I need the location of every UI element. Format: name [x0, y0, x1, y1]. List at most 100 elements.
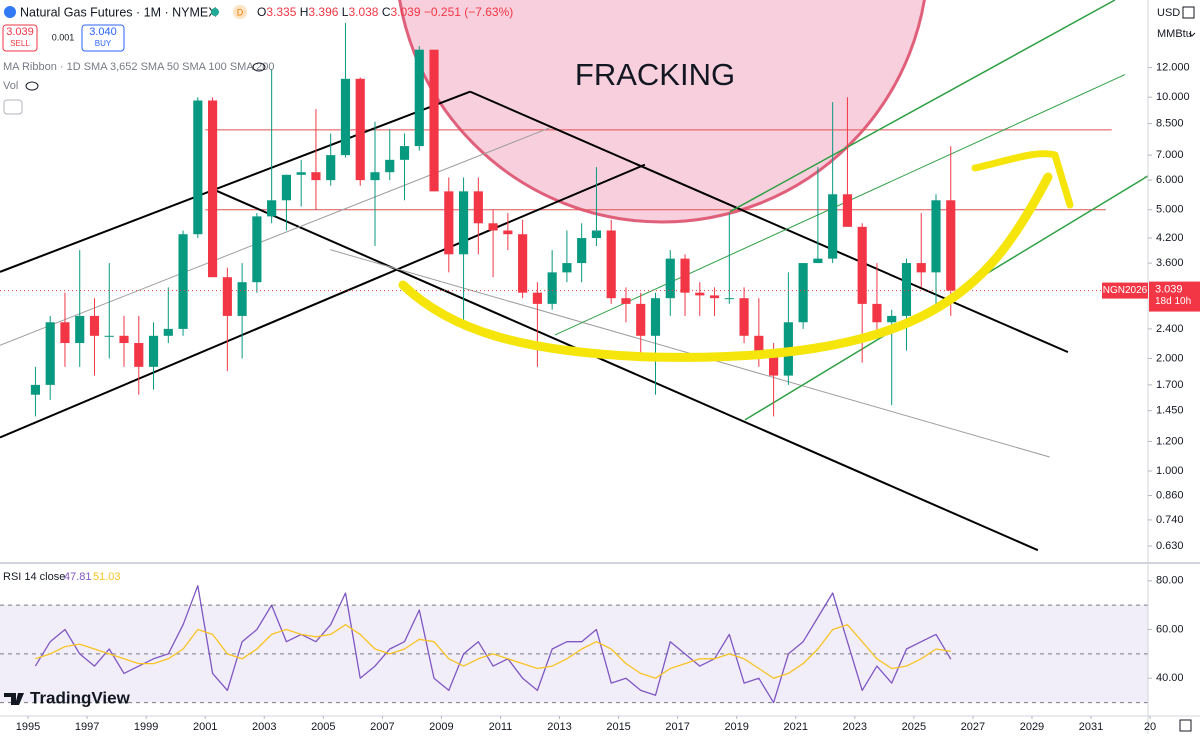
- candle-body: [326, 155, 336, 181]
- candle-body: [532, 292, 542, 304]
- candle-body: [547, 272, 557, 304]
- currency[interactable]: USD: [1157, 7, 1180, 19]
- x-tick-label: 2009: [429, 721, 453, 733]
- candle-body: [872, 303, 882, 323]
- y-tick-label: 1.700: [1156, 379, 1184, 391]
- y-tick-label: 0.860: [1156, 489, 1184, 501]
- trendline: [469, 90, 1069, 354]
- rsi-ma-line: [35, 624, 951, 679]
- y-tick-label: 7.000: [1156, 149, 1184, 161]
- trendline: [0, 127, 551, 346]
- chart-title[interactable]: Natural Gas Futures · 1M · NYMEX: [20, 5, 217, 19]
- candle-body: [518, 234, 528, 293]
- rsi-value: 47.81: [64, 571, 92, 583]
- x-tick-label: 2027: [961, 721, 985, 733]
- candle-body: [591, 230, 602, 239]
- candle-body: [178, 234, 188, 329]
- ohlc-change: −0.251 (−7.63%): [424, 5, 513, 19]
- settings-icon[interactable]: [1182, 6, 1195, 19]
- buy-label: BUY: [95, 39, 112, 48]
- y-tick-label: 1.200: [1156, 435, 1184, 447]
- candle-body: [385, 159, 395, 173]
- y-tick-label: 12.000: [1156, 62, 1190, 74]
- candle-body: [340, 78, 351, 156]
- candle-body: [887, 315, 897, 323]
- brand-logo: [4, 693, 24, 705]
- x-tick-label: 1999: [134, 721, 158, 733]
- x-tick-label: 2031: [1079, 721, 1103, 733]
- countdown-label: 18d 10h: [1155, 296, 1191, 307]
- sell-price: 3.039: [6, 26, 34, 38]
- x-tick-label: 2007: [370, 721, 394, 733]
- buy-button[interactable]: [81, 24, 125, 52]
- x-tick-label: 2019: [724, 721, 748, 733]
- candle-body: [208, 100, 218, 278]
- y-tick-label: 2.400: [1156, 323, 1184, 335]
- candle-body: [798, 263, 808, 323]
- symbol-label-bg: [1102, 282, 1148, 299]
- candle-body: [754, 335, 764, 351]
- ohlc-value: 3.038: [348, 5, 378, 19]
- x-tick-label: 2017: [665, 721, 689, 733]
- x-tick-label: 1997: [75, 721, 99, 733]
- candle-body: [281, 174, 291, 201]
- collapse-button[interactable]: [3, 99, 23, 115]
- settings-icon[interactable]: [1179, 719, 1192, 732]
- y-tick-label: 0.740: [1156, 514, 1184, 526]
- candle-body: [222, 277, 232, 316]
- unit-dropdown[interactable]: [1188, 32, 1196, 37]
- ohlc-key: C: [382, 5, 391, 19]
- volume-legend[interactable]: Vol: [3, 80, 18, 92]
- candle-body: [104, 335, 114, 337]
- trendline: [209, 186, 1039, 552]
- candle-body: [916, 263, 926, 273]
- symbol-label: NGN2026: [1103, 285, 1148, 296]
- interval-badge: D: [237, 7, 244, 17]
- y-tick-label: 1.450: [1156, 405, 1184, 417]
- candle-body: [769, 350, 779, 376]
- candle-body: [695, 292, 705, 296]
- candle-body: [931, 200, 941, 273]
- candle-body: [75, 315, 85, 344]
- x-tick-label: 2023: [843, 721, 867, 733]
- candle-body: [370, 172, 380, 181]
- hide-icon[interactable]: [252, 62, 266, 72]
- candle-body: [901, 263, 912, 316]
- x-tick-label: 2011: [489, 721, 513, 733]
- unit[interactable]: MMBtu: [1157, 28, 1192, 40]
- hide-icon[interactable]: [25, 81, 39, 91]
- ohlc-value: 3.396: [308, 5, 338, 19]
- y-tick-label: 6.000: [1156, 174, 1184, 186]
- rsi-ma-value: 51.03: [93, 571, 121, 583]
- candle-body: [414, 49, 424, 147]
- x-tick-label: 20: [1144, 721, 1156, 733]
- trendline: [0, 90, 471, 273]
- rsi-title[interactable]: RSI 14 close: [3, 571, 65, 583]
- y-tick-label: 40.00: [1156, 672, 1184, 684]
- x-tick-label: 2003: [252, 721, 276, 733]
- x-tick-label: 1995: [16, 721, 40, 733]
- candle-body: [399, 146, 410, 160]
- y-tick-label: 8.500: [1156, 118, 1184, 130]
- x-tick-label: 2013: [547, 721, 571, 733]
- candle-body: [739, 298, 749, 336]
- candle-body: [636, 303, 646, 336]
- indicator-legend[interactable]: MA Ribbon · 1D SMA 3,652 SMA 50 SMA 100 …: [3, 61, 274, 73]
- candle-body: [45, 322, 55, 385]
- ohlc-key: L: [342, 5, 349, 19]
- brand[interactable]: TradingView: [30, 688, 131, 707]
- candle-body: [193, 100, 203, 235]
- candle-body: [828, 194, 838, 259]
- sell-button[interactable]: [2, 24, 38, 52]
- candle-body: [148, 335, 159, 367]
- ohlc-key: H: [300, 5, 309, 19]
- candle-body: [488, 223, 498, 231]
- fracking-circle: [398, 0, 926, 224]
- fracking-zone: [398, 0, 926, 224]
- candle-body: [30, 384, 41, 395]
- candle-body: [577, 238, 587, 264]
- candle-body: [503, 230, 513, 235]
- candle-body: [680, 258, 690, 293]
- candle-body: [857, 226, 867, 304]
